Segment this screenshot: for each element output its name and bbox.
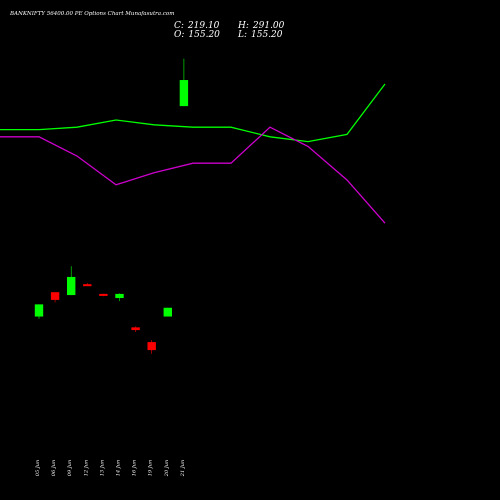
candle-body xyxy=(147,342,156,351)
high-value: 291.00 xyxy=(252,21,285,31)
candle-body xyxy=(131,327,140,331)
overlay-lines xyxy=(0,83,386,224)
candle-2 xyxy=(50,292,60,303)
x-tick-label: 09 Jun xyxy=(67,460,73,476)
candle-body xyxy=(67,276,76,296)
candle-body xyxy=(34,304,44,317)
chart-title: BANKNIFTY 56400.00 PE Options Chart Muna… xyxy=(9,11,174,17)
high-label: H: xyxy=(237,21,249,31)
high-readout: H: 291.00 xyxy=(237,21,285,31)
x-tick-label: 20 Jun xyxy=(164,460,170,477)
close-label: C: xyxy=(174,21,184,31)
x-tick-label: 19 Jun xyxy=(148,460,154,476)
x-tick-label: 14 Jun xyxy=(116,460,122,476)
candle-4 xyxy=(83,283,92,287)
candle-5 xyxy=(99,293,108,297)
low-value: 155.20 xyxy=(251,30,283,40)
candle-1 xyxy=(34,304,44,319)
x-tick-label: 05 Jun xyxy=(35,460,41,476)
low-readout: L: 155.20 xyxy=(237,30,283,40)
candle-7 xyxy=(131,326,140,332)
open-label: O: xyxy=(174,30,184,40)
close-value: 219.10 xyxy=(187,21,220,31)
candle-10 xyxy=(179,58,189,107)
candle-body xyxy=(115,293,124,299)
x-tick-label: 21 Jun xyxy=(180,460,186,477)
ohlc-readout: C: 219.10 H: 291.00 O: 155.20 L: 155.20 xyxy=(174,21,285,40)
candle-body xyxy=(99,293,108,296)
overlay-line-1 xyxy=(0,83,386,143)
x-tick-label: 13 Jun xyxy=(99,460,105,476)
open-value: 155.20 xyxy=(188,30,220,40)
candle-body xyxy=(50,292,60,300)
overlay-line-2 xyxy=(0,126,386,224)
low-label: L: xyxy=(237,30,247,40)
x-axis-ticks: 05 Jun 06 Jun 09 Jun 12 Jun 13 Jun 14 Jun 16 J… xyxy=(35,460,186,477)
candle-6 xyxy=(115,293,124,302)
close-readout: C: 219.10 xyxy=(174,21,220,31)
open-readout: O: 155.20 xyxy=(174,30,220,40)
x-tick-label: 06 Jun xyxy=(51,460,57,476)
candle-body xyxy=(83,284,92,287)
candle-3 xyxy=(67,266,76,296)
candles xyxy=(34,58,189,354)
x-tick-label: 16 Jun xyxy=(132,460,138,476)
candle-body xyxy=(163,307,172,317)
candle-9 xyxy=(163,307,172,317)
x-tick-label: 12 Jun xyxy=(83,460,89,476)
candle-body xyxy=(179,80,189,107)
candle-8 xyxy=(147,339,156,354)
